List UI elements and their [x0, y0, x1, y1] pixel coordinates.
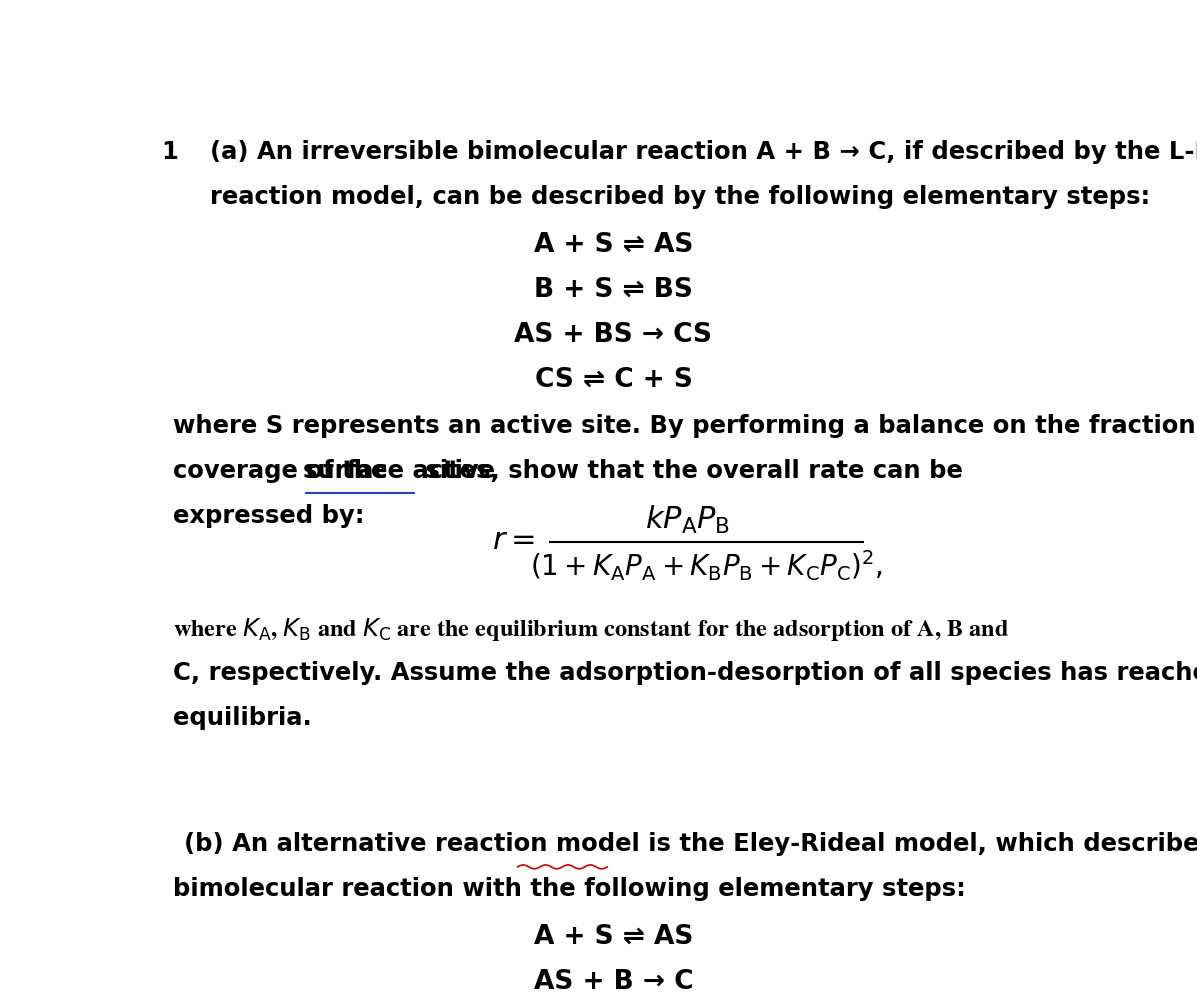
Text: C, respectively. Assume the adsorption-desorption of all species has reached: C, respectively. Assume the adsorption-d… [172, 660, 1197, 684]
Text: AS + B → C: AS + B → C [534, 969, 693, 995]
Text: A + S ⇌ AS: A + S ⇌ AS [534, 924, 693, 951]
Text: CS ⇌ C + S: CS ⇌ C + S [535, 367, 692, 393]
Text: $r =$: $r =$ [492, 528, 535, 555]
Text: surface active: surface active [303, 460, 496, 483]
Text: (b) An alternative reaction model is the Eley-Rideal model, which describes a: (b) An alternative reaction model is the… [184, 832, 1197, 856]
Text: $(1 + K_\mathrm{A}P_\mathrm{A} + K_\mathrm{B}P_\mathrm{B} + K_\mathrm{C}P_\mathr: $(1 + K_\mathrm{A}P_\mathrm{A} + K_\math… [530, 548, 882, 583]
Text: AS + BS → CS: AS + BS → CS [515, 322, 712, 348]
Text: coverage of the: coverage of the [172, 460, 396, 483]
Text: bimolecular reaction with the following elementary steps:: bimolecular reaction with the following … [172, 877, 966, 901]
Text: reaction model, can be described by the following elementary steps:: reaction model, can be described by the … [209, 184, 1150, 209]
Text: A + S ⇌ AS: A + S ⇌ AS [534, 232, 693, 258]
Text: $kP_\mathrm{A}P_\mathrm{B}$: $kP_\mathrm{A}P_\mathrm{B}$ [645, 504, 730, 535]
Text: sites, show that the overall rate can be: sites, show that the overall rate can be [417, 460, 962, 483]
Text: expressed by:: expressed by: [172, 504, 364, 528]
Text: 1: 1 [160, 139, 177, 163]
Text: (a) An irreversible bimolecular reaction A + B → C, if described by the L-H: (a) An irreversible bimolecular reaction… [209, 139, 1197, 163]
Text: B + S ⇌ BS: B + S ⇌ BS [534, 277, 693, 302]
Text: equilibria.: equilibria. [172, 706, 311, 730]
Text: where S represents an active site. By performing a balance on the fraction: where S represents an active site. By pe… [172, 414, 1196, 438]
Text: where $\mathit{K}_\mathrm{A}$, $\mathit{K}_\mathrm{B}$ and $\mathit{K}_\mathrm{C: where $\mathit{K}_\mathrm{A}$, $\mathit{… [172, 616, 1009, 643]
